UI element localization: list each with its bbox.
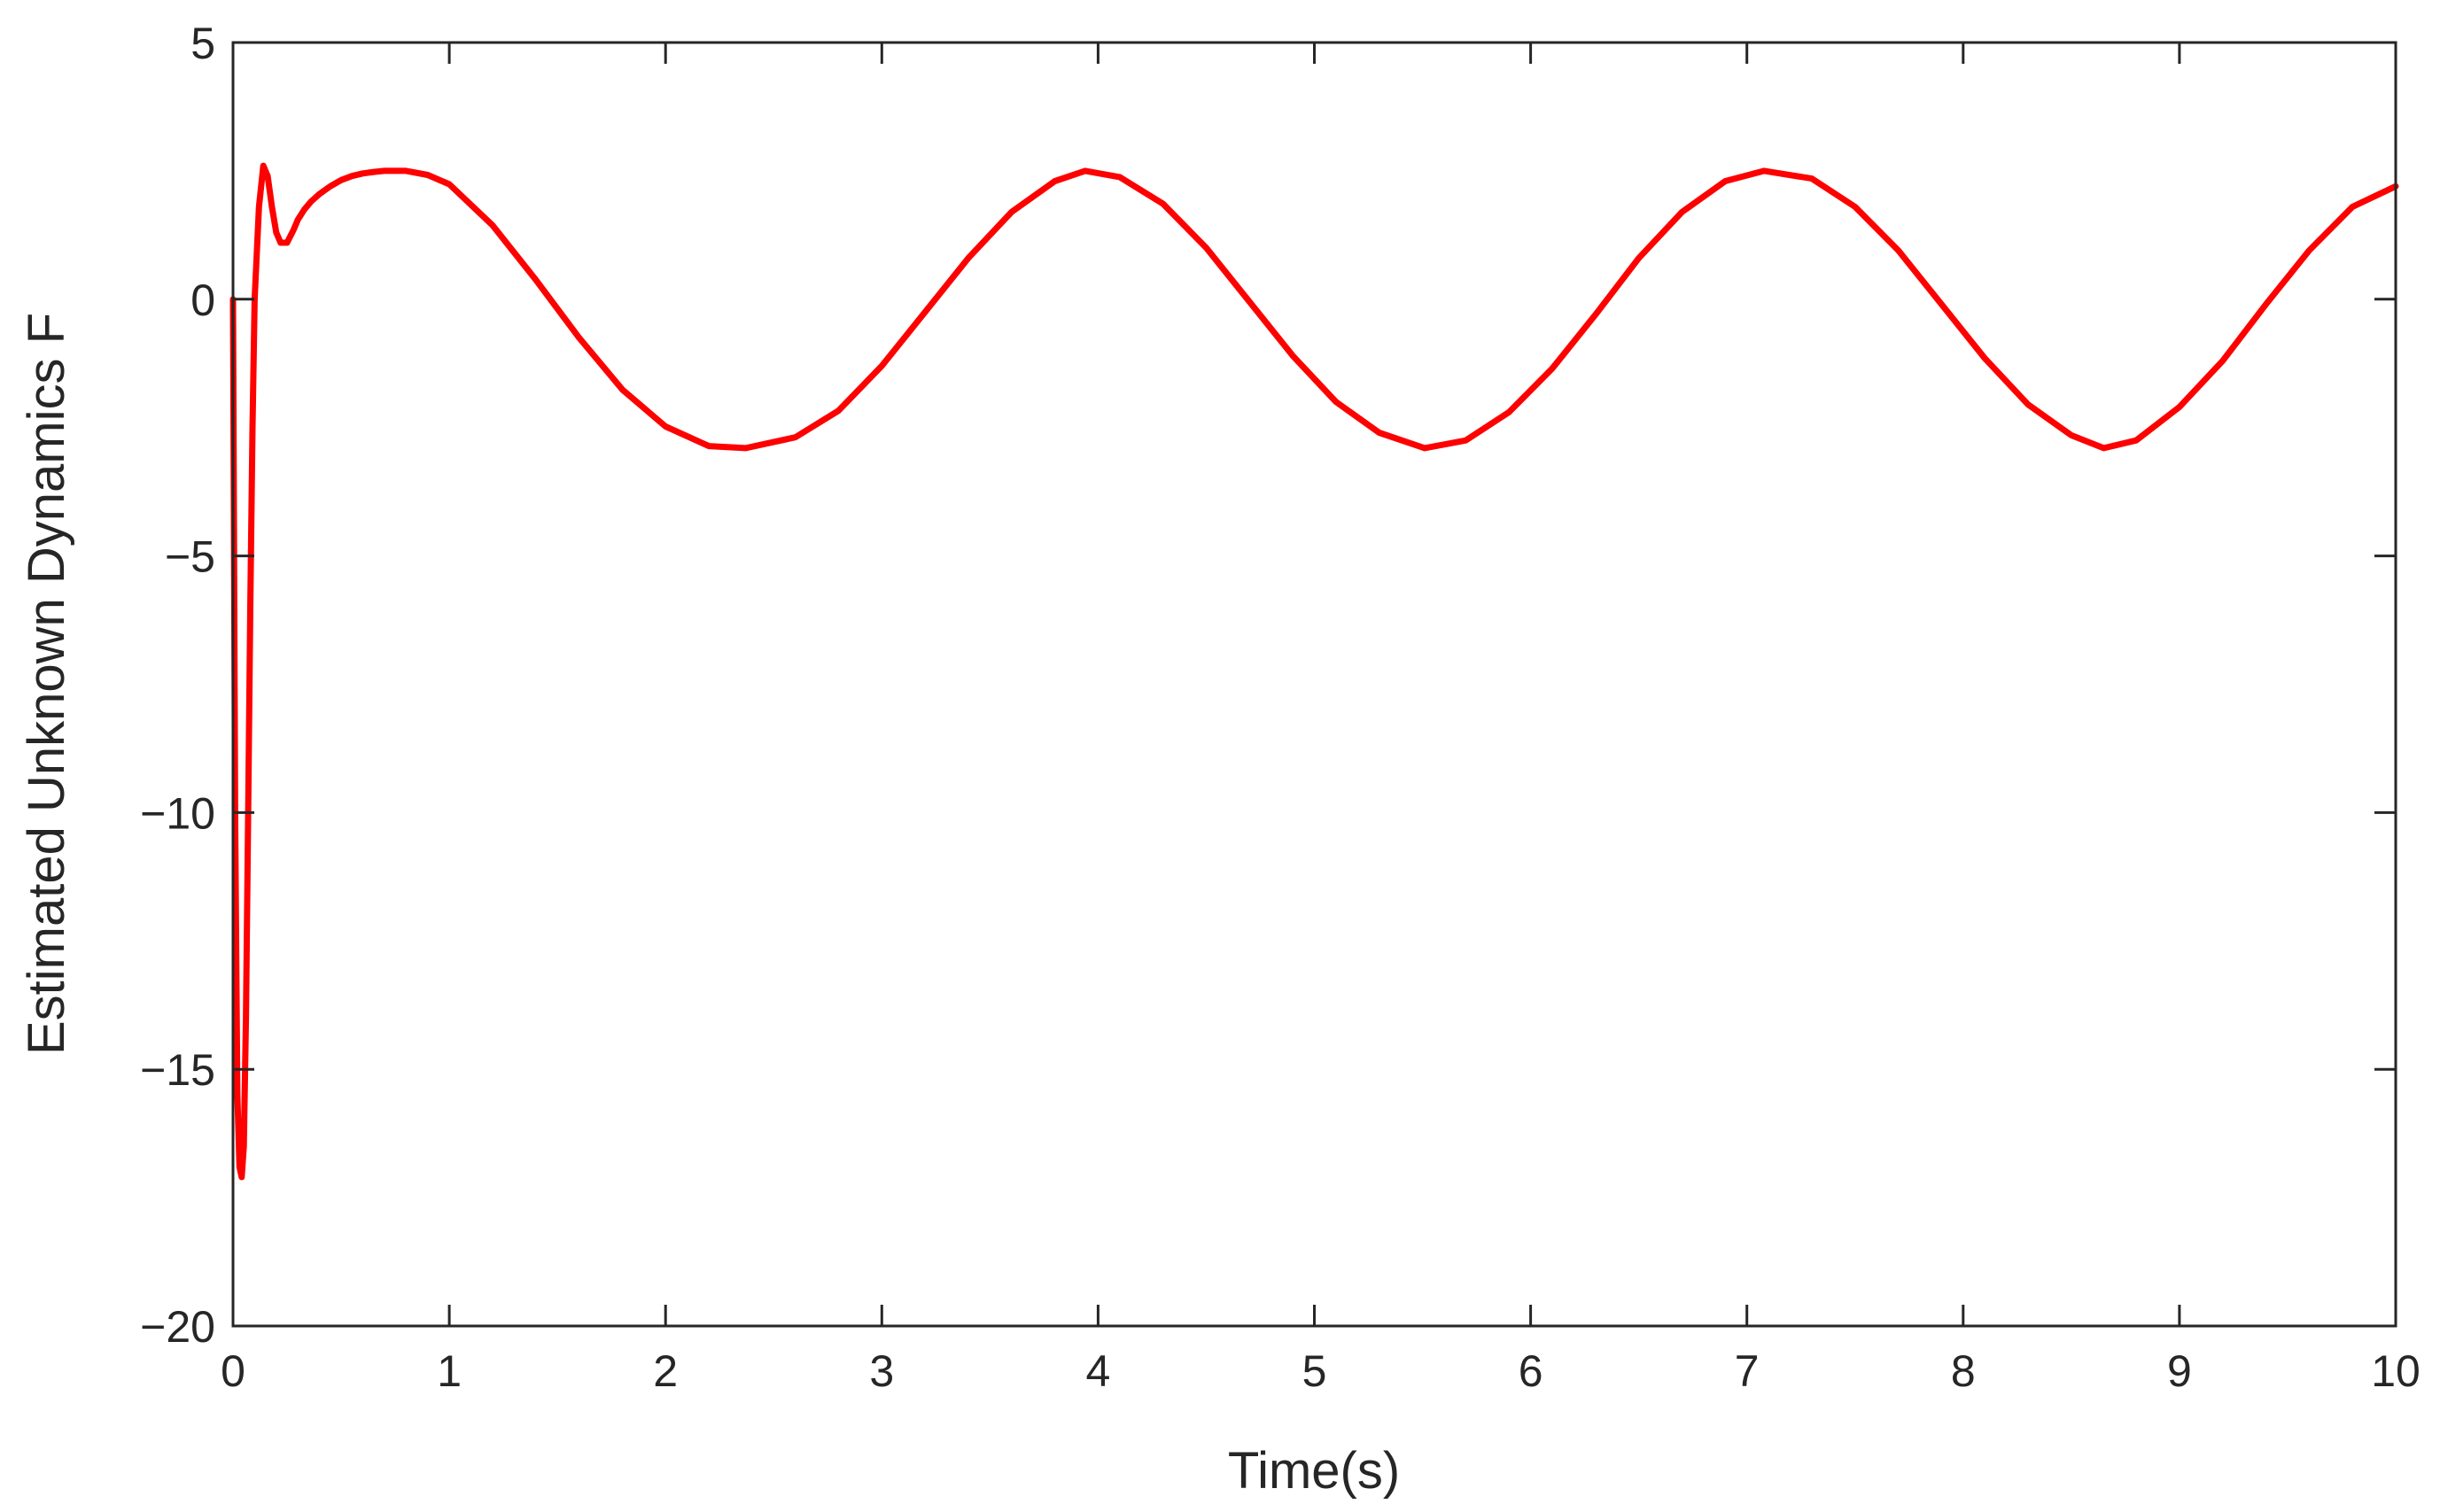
series-line-0 bbox=[229, 162, 2399, 1181]
y-tick-label-2: −5 bbox=[165, 532, 215, 582]
x-tick-label-8: 8 bbox=[1951, 1346, 1976, 1396]
x-tick-label-1: 1 bbox=[437, 1346, 462, 1396]
x-tick-label-4: 4 bbox=[1085, 1346, 1110, 1396]
x-tick-label-5: 5 bbox=[1302, 1346, 1327, 1396]
x-tick-label-6: 6 bbox=[1519, 1346, 1543, 1396]
y-tick-label-4: −15 bbox=[140, 1045, 215, 1095]
y-axis-label: Estimated Unknown Dynamics F bbox=[18, 313, 75, 1055]
y-tick-label-0: 5 bbox=[190, 19, 215, 68]
y-tick-label-5: −20 bbox=[140, 1302, 215, 1352]
series-layer bbox=[229, 162, 2399, 1181]
tick-layer: 0 1 2 3 4 5 6 7 8 9 10 5 0 −5 −10 −15 −20 bbox=[140, 19, 2421, 1396]
x-tick-label-10: 10 bbox=[2371, 1346, 2421, 1396]
x-tick-label-2: 2 bbox=[653, 1346, 678, 1396]
x-tick-label-9: 9 bbox=[2167, 1346, 2192, 1396]
y-tick-label-1: 0 bbox=[190, 275, 215, 325]
y-tick-label-3: −10 bbox=[140, 788, 215, 838]
x-tick-label-3: 3 bbox=[869, 1346, 894, 1396]
x-axis-label: Time(s) bbox=[1228, 1442, 1400, 1500]
x-tick-label-7: 7 bbox=[1735, 1346, 1760, 1396]
x-tick-label-0: 0 bbox=[221, 1346, 245, 1396]
